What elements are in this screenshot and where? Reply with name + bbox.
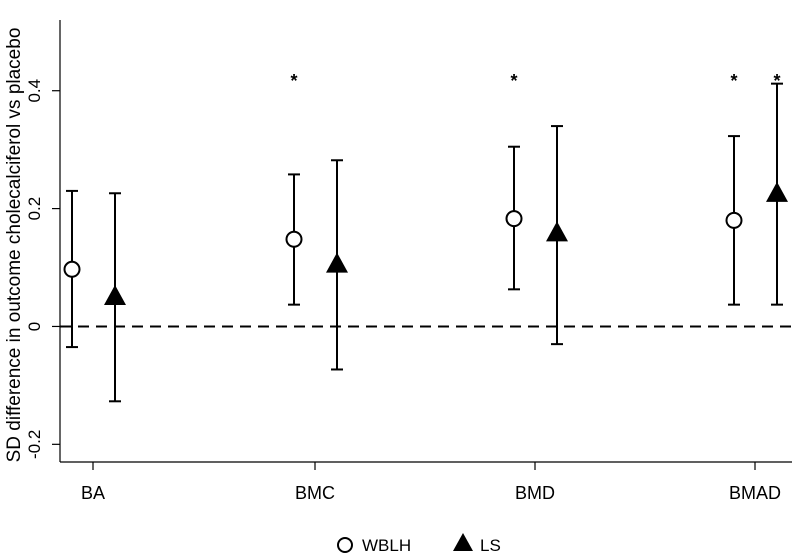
data-point-circle xyxy=(285,230,303,248)
data-point-circle xyxy=(725,211,743,229)
significance-star: * xyxy=(510,71,517,91)
data-point-triangle xyxy=(104,284,126,305)
legend-wblh-label: WBLH xyxy=(362,536,411,555)
data-point-triangle xyxy=(766,181,788,202)
significance-star: * xyxy=(773,71,780,91)
y-tick-label: 0 xyxy=(25,322,44,331)
legend-ls-label: LS xyxy=(480,536,501,555)
plot-layer: -0.2 0 0.2 0.4 BA BMC BMD BMAD * * * * WBLH LS xyxy=(25,71,792,555)
x-tick-label: BMC xyxy=(295,483,335,503)
x-tick-label: BMD xyxy=(515,483,555,503)
data-point-circle xyxy=(505,210,523,228)
y-tick-label: 0.2 xyxy=(25,197,44,221)
data-point-triangle xyxy=(546,221,568,242)
x-tick-label: BA xyxy=(81,483,105,503)
legend-ls-marker xyxy=(453,533,473,551)
y-tick-label: 0.4 xyxy=(25,79,44,103)
significance-star: * xyxy=(730,71,737,91)
y-tick-label: -0.2 xyxy=(25,430,44,459)
legend-wblh-marker xyxy=(337,537,353,553)
data-point-circle xyxy=(63,260,81,278)
data-point-triangle xyxy=(326,252,348,273)
significance-star: * xyxy=(290,71,297,91)
x-tick-label: BMAD xyxy=(729,483,781,503)
y-axis-label: SD difference in outcome cholecalciferol… xyxy=(4,28,25,463)
